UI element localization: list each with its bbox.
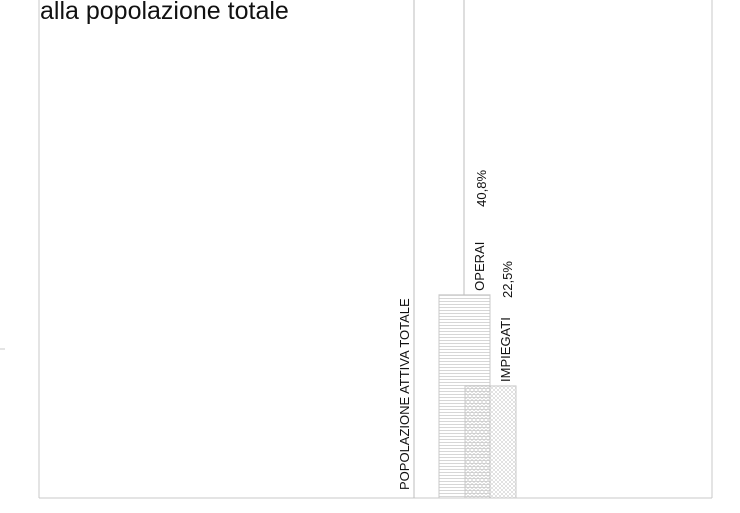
reference-label: POPOLAZIONE ATTIVA TOTALE	[397, 298, 412, 490]
category-label-operai: OPERAI	[472, 242, 487, 291]
chart-title: alla popolazione totale	[40, 0, 289, 25]
value-label-operai: 40,8%	[474, 170, 489, 207]
category-label-impiegati: IMPIEGATI	[498, 317, 513, 382]
bar-impiegati	[464, 385, 517, 499]
value-label-impiegati: 22,5%	[500, 261, 515, 298]
